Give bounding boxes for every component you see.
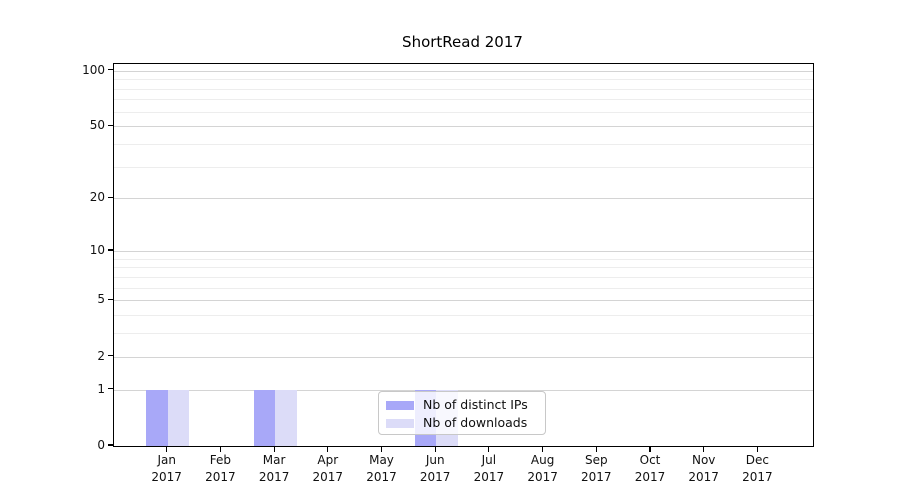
y-tick-mark bbox=[108, 298, 113, 300]
bar-downloads-mar bbox=[275, 389, 297, 446]
gridline-minor bbox=[114, 276, 813, 278]
gridline-minor bbox=[114, 166, 813, 168]
gridline-minor bbox=[114, 315, 813, 317]
y-tick-mark bbox=[108, 69, 113, 71]
bar-distinct-ips-mar bbox=[253, 389, 276, 446]
y-tick-mark bbox=[108, 124, 113, 126]
y-tick-label: 2 bbox=[97, 348, 105, 363]
x-tick-mark bbox=[166, 446, 168, 452]
x-tick-mark bbox=[703, 446, 705, 452]
downloads-swatch bbox=[386, 418, 414, 428]
y-tick-label: 20 bbox=[89, 190, 105, 205]
gridline-minor bbox=[114, 144, 813, 146]
x-tick-mark bbox=[219, 446, 221, 452]
y-tick-mark bbox=[108, 196, 113, 199]
y-tick-label: 50 bbox=[89, 118, 105, 133]
gridline-minor bbox=[114, 333, 813, 335]
x-tick-mark bbox=[488, 446, 490, 452]
x-tick-label: Jan 2017 bbox=[151, 453, 182, 484]
x-tick-mark bbox=[756, 446, 758, 452]
y-tick-label: 5 bbox=[97, 292, 105, 307]
y-tick-mark bbox=[108, 249, 113, 251]
x-tick-mark bbox=[434, 446, 436, 452]
gridline-minor bbox=[114, 267, 813, 269]
gridline-minor bbox=[114, 88, 813, 90]
x-tick-mark bbox=[542, 446, 544, 452]
legend-label-distinct-ips: Nb of distinct IPs bbox=[423, 397, 528, 412]
x-tick-label: May 2017 bbox=[366, 453, 397, 484]
x-tick-label: Sep 2017 bbox=[581, 453, 612, 484]
x-tick-label: Jul 2017 bbox=[473, 453, 505, 484]
legend: Nb of distinct IPs Nb of downloads bbox=[378, 391, 546, 435]
x-tick-mark bbox=[380, 446, 383, 452]
distinct-ips-swatch bbox=[386, 400, 414, 410]
chart-title: ShortRead 2017 bbox=[402, 33, 523, 51]
bar-distinct-ips-jan bbox=[146, 389, 168, 446]
x-tick-label: Apr 2017 bbox=[312, 453, 344, 484]
legend-entry-distinct-ips: Nb of distinct IPs bbox=[386, 396, 545, 414]
x-tick-label: Oct 2017 bbox=[634, 453, 666, 484]
y-tick-mark bbox=[108, 355, 113, 357]
x-tick-label: Aug 2017 bbox=[527, 453, 558, 484]
gridline-major bbox=[114, 251, 813, 253]
x-tick-mark bbox=[273, 446, 275, 452]
x-tick-mark bbox=[595, 446, 597, 452]
y-tick-label: 0 bbox=[97, 438, 105, 452]
gridline-major bbox=[114, 389, 813, 391]
y-tick-mark bbox=[108, 388, 113, 390]
x-tick-label: Jun 2017 bbox=[419, 453, 451, 484]
x-tick-mark bbox=[327, 446, 329, 452]
gridline-minor bbox=[114, 79, 813, 81]
x-tick-mark bbox=[649, 446, 651, 452]
x-tick-label: Dec 2017 bbox=[742, 453, 773, 484]
bar-downloads-jan bbox=[167, 389, 190, 446]
x-tick-label: Nov 2017 bbox=[688, 453, 719, 484]
x-tick-label: Mar 2017 bbox=[258, 453, 290, 484]
gridline-major bbox=[114, 70, 813, 72]
gridline-major bbox=[114, 356, 813, 358]
gridline-minor bbox=[114, 99, 813, 101]
gridline-major bbox=[114, 198, 813, 200]
legend-entry-downloads: Nb of downloads bbox=[386, 414, 545, 432]
legend-label-downloads: Nb of downloads bbox=[423, 415, 528, 430]
gridline-major bbox=[114, 126, 813, 128]
gridline-major bbox=[114, 300, 813, 302]
x-tick-label: Feb 2017 bbox=[205, 453, 236, 484]
y-tick-label: 100 bbox=[82, 62, 105, 77]
y-tick-mark bbox=[108, 444, 113, 446]
gridline-minor bbox=[114, 258, 813, 260]
gridline-minor bbox=[114, 287, 813, 289]
plot-area bbox=[113, 63, 814, 447]
gridline-minor bbox=[114, 111, 813, 113]
y-tick-label: 10 bbox=[89, 243, 105, 258]
y-tick-label: 1 bbox=[97, 381, 105, 396]
